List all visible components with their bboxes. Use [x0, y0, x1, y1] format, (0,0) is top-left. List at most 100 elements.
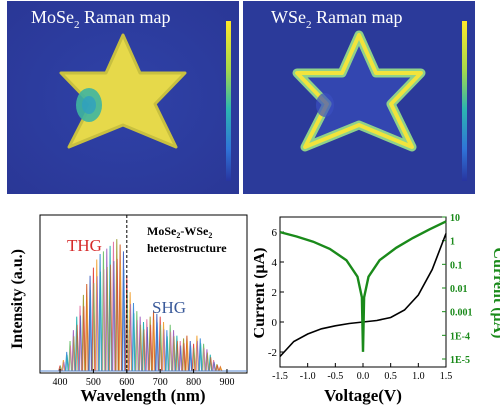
spectrum-peak — [195, 335, 199, 372]
spectrum-peak — [142, 329, 146, 372]
spectrum-peak — [165, 336, 170, 372]
spectrum-peak — [71, 330, 76, 372]
spectrum-peak — [201, 343, 206, 372]
spectrum-peak — [105, 266, 110, 372]
x-ticks: -1.5 -1.0 -0.5 0.0 0.5 1.0 1.5 — [272, 363, 452, 382]
x-tick-label: 0.0 — [357, 371, 370, 382]
x-tick-label: 700 — [153, 377, 168, 388]
spectrum-peak — [139, 324, 143, 372]
y-left-tick-label: 2 — [272, 287, 278, 299]
spectrum-peaks — [40, 239, 247, 372]
spectrum-peak — [182, 343, 186, 372]
thg-label: THG — [67, 236, 102, 255]
y-left-axis-label: Current (μA) — [254, 248, 268, 339]
spectrum-peak — [169, 331, 173, 372]
spectrum-peak — [115, 258, 120, 372]
x-tick-label: 1.0 — [412, 371, 425, 382]
y-left-ticks: -2 0 2 4 6 — [268, 227, 284, 359]
map-title: WSe2 Raman map — [271, 7, 402, 31]
spectrum-peak — [72, 336, 76, 372]
spectrum-peak — [118, 244, 122, 372]
spectrum-peak — [219, 366, 223, 372]
x-tick-label: 0.5 — [384, 371, 397, 382]
spectrum-peak — [111, 241, 116, 372]
spectrum-peak — [155, 313, 159, 372]
spectrum-peak — [75, 324, 80, 372]
spectrum-peak — [181, 338, 186, 372]
spectrum-peak — [92, 283, 96, 372]
colorbar — [462, 21, 467, 181]
harmonic-spectrum-chart: 400 500 600 700 800 900 THG SHG MoSe2-WSe2 he… — [0, 205, 252, 407]
spectrum-peak — [125, 290, 130, 372]
spectrum-peak — [145, 327, 150, 372]
spectrum-peak — [99, 271, 103, 372]
x-tick-label: -1.0 — [300, 371, 316, 382]
spectrum-peak — [74, 316, 79, 372]
spectrum-peak — [62, 361, 66, 372]
spectrum-peak — [91, 267, 96, 372]
spectrum-peak — [112, 261, 116, 372]
spectrum-peak — [185, 340, 190, 372]
spectrum-peak — [208, 354, 213, 372]
spectrum-peak — [88, 275, 92, 372]
y-right-tick-label: 1E-4 — [450, 331, 470, 342]
spectrum-peak — [145, 319, 149, 372]
y-right-tick-label: 10 — [450, 213, 460, 224]
spectrum-peak — [84, 283, 89, 372]
spectrum-peak — [114, 239, 119, 372]
spectrum-peak — [195, 340, 200, 372]
spectrum-peak — [102, 269, 106, 372]
y-right-ticks: 1E-5 1E-4 0.001 0.01 0.1 1 10 — [442, 213, 473, 366]
sample-label-line1: MoSe2-WSe2 — [147, 224, 212, 240]
spectrum-peak — [78, 305, 82, 372]
spectrum-peak — [68, 345, 73, 372]
spectrum-peak — [104, 248, 109, 372]
spectrum-peak — [179, 345, 183, 372]
spectrum-peak — [162, 329, 166, 372]
spectrum-peak — [205, 349, 209, 372]
wse2-raman-map: WSe2 Raman map — [243, 1, 475, 194]
spectrum-peak — [188, 341, 193, 372]
spectrum-peak — [189, 345, 193, 372]
spectrum-peak — [171, 330, 176, 372]
mose2-map-svg: MoSe2 Raman map — [7, 1, 239, 194]
spectrum-peak — [215, 365, 220, 372]
spectrum-peak — [94, 259, 99, 372]
spectrum-peak — [211, 360, 216, 372]
spectrum-peak — [151, 311, 156, 372]
x-tick-label: -1.5 — [272, 371, 288, 382]
spectrum-peak — [109, 264, 113, 372]
y-right-tick-label: 0.1 — [450, 260, 463, 271]
spectrum-peak — [198, 338, 203, 372]
spectrum-peak — [129, 303, 133, 372]
spectrum-peak — [65, 354, 70, 372]
spectrum-peak — [108, 245, 112, 372]
spectrum-peak — [202, 347, 206, 372]
spectrum-peak — [172, 336, 176, 372]
spectrum-peak — [185, 335, 189, 372]
spectrum-peak — [175, 340, 180, 372]
x-tick-label: -0.5 — [327, 371, 343, 382]
y-right-axis-label: Current (μA) — [490, 248, 500, 339]
spectrum-peak — [199, 343, 203, 372]
spectrum-peak — [212, 361, 217, 372]
spectrum-peak — [134, 311, 139, 372]
iv-curve-chart: -1.5 -1.0 -0.5 0.0 0.5 1.0 1.5 -2 0 2 4 6 1E-5 1E-4… — [251, 205, 500, 407]
spectrum-peak — [135, 320, 140, 372]
spectrum-peak — [81, 294, 86, 372]
y-right-tick-label: 1E-5 — [450, 355, 470, 366]
spectrum-peak — [159, 324, 163, 372]
y-axis-label: Intensity (a.u.) — [9, 249, 26, 349]
spectrum-peak — [215, 364, 219, 372]
map-title: MoSe2 Raman map — [31, 7, 171, 31]
spectrum-peak — [138, 316, 142, 372]
y-left-tick-label: 4 — [272, 257, 278, 269]
wse2-star-edge-inner — [295, 33, 423, 149]
spectrum-peak — [121, 251, 126, 372]
spectrum-peak — [101, 251, 106, 372]
shg-label: SHG — [152, 298, 186, 317]
spectrum-peak — [178, 341, 183, 372]
spectrum-peak — [205, 352, 210, 372]
spectrum-peak — [209, 357, 213, 372]
spectrum-peak — [82, 306, 86, 372]
